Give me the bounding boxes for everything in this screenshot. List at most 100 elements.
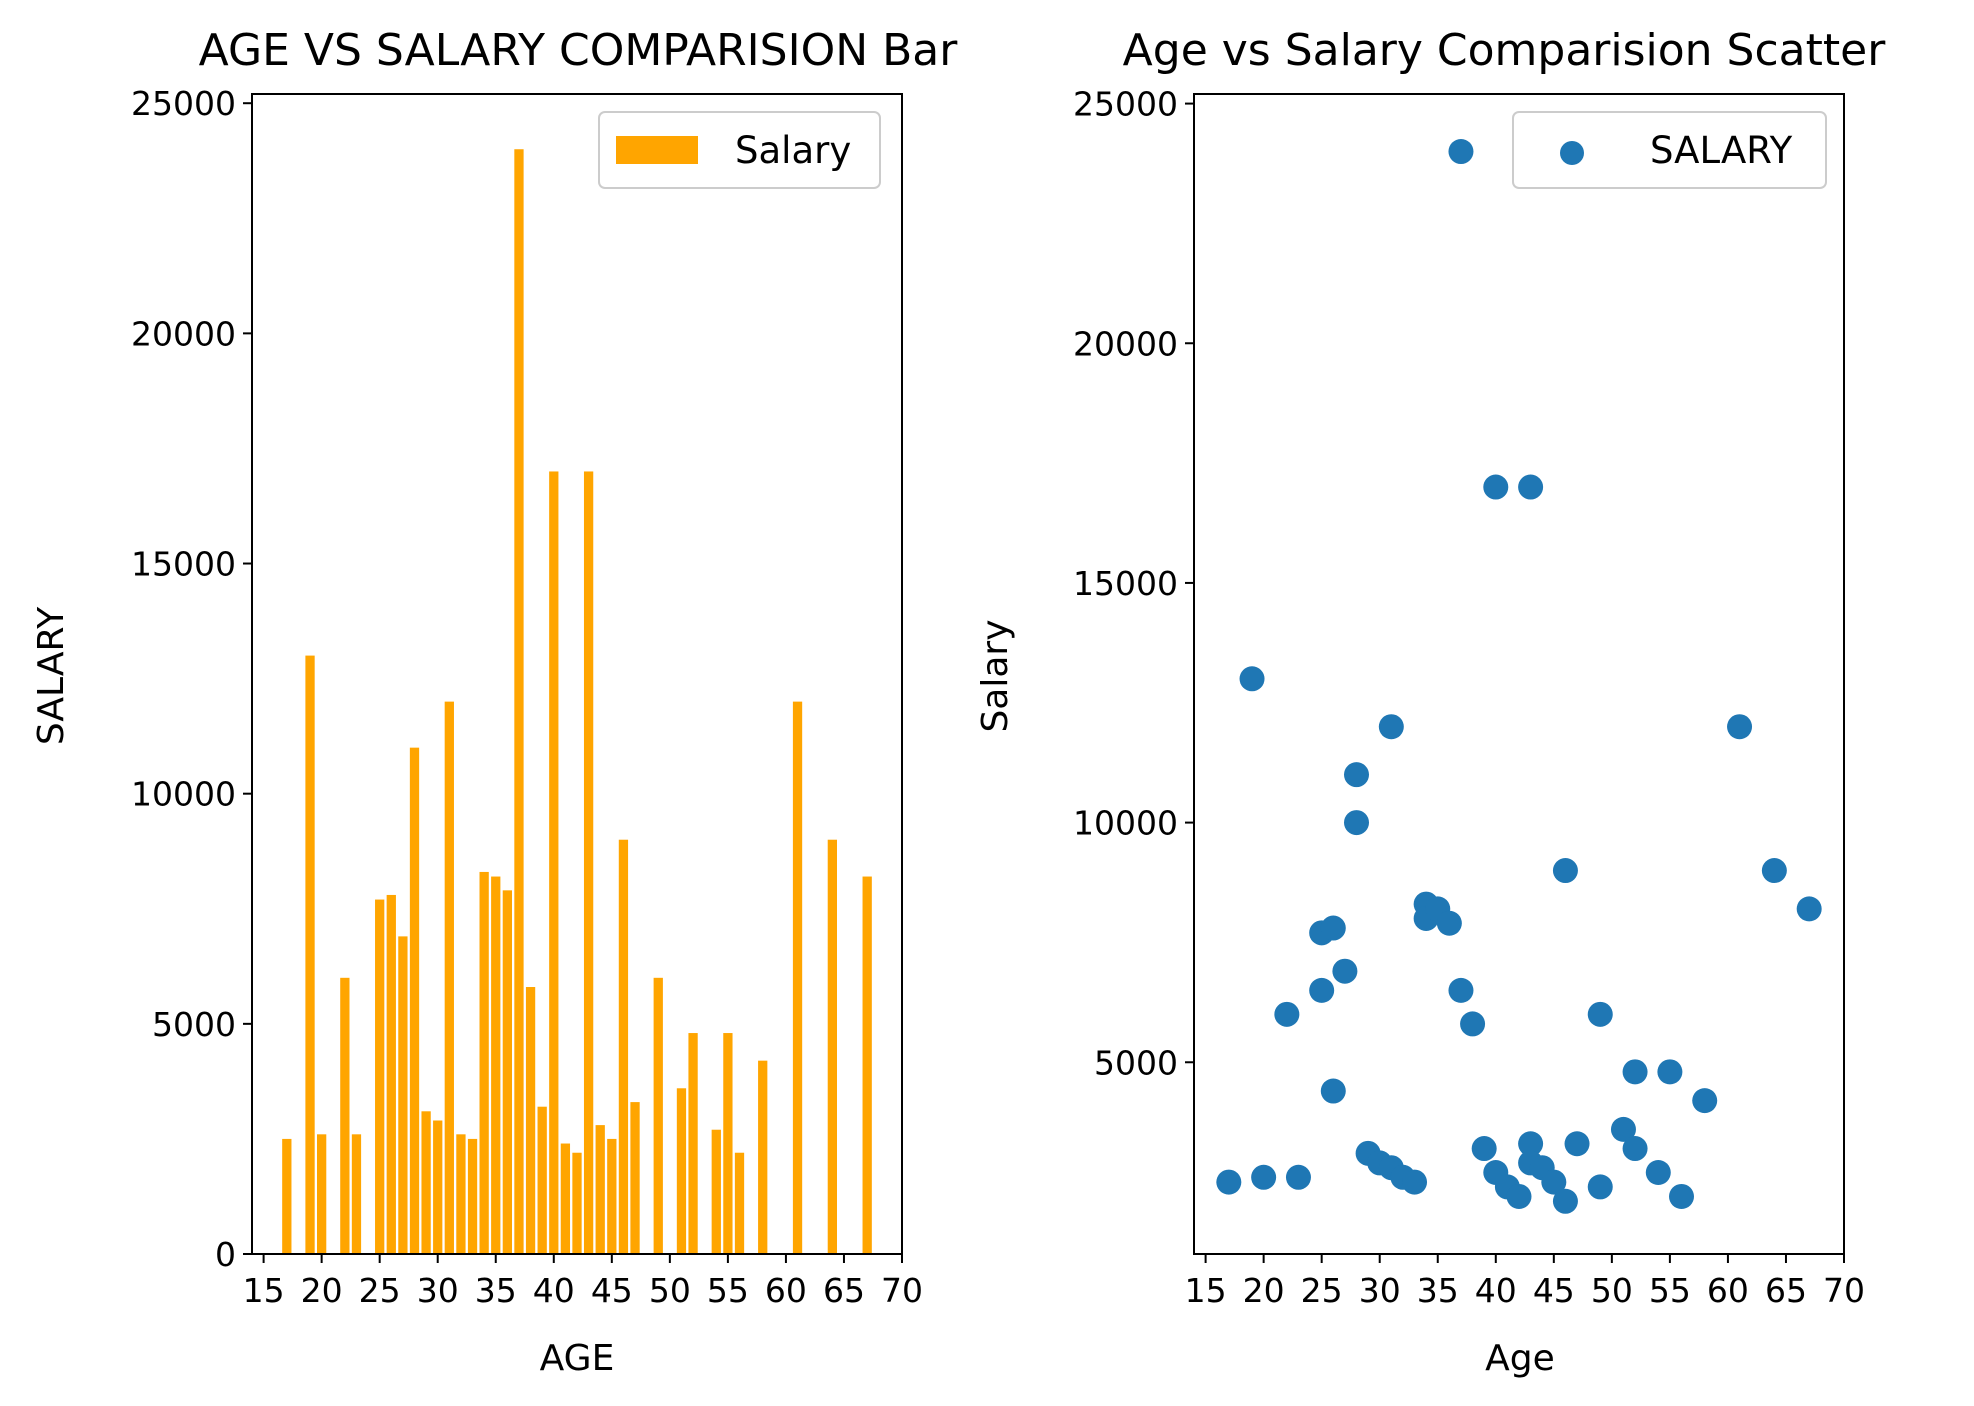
scatter-point bbox=[1448, 977, 1474, 1003]
bar bbox=[758, 1060, 768, 1254]
bar bbox=[502, 890, 512, 1254]
scatter-chart-title: Age vs Salary Comparision Scatter bbox=[1123, 25, 1887, 76]
bar-chart-panel: AGE VS SALARY COMPARISION Bar 15 20 25 30 35… bbox=[31, 25, 958, 1379]
bar-xtick-label: 35 bbox=[475, 1271, 517, 1310]
bar-ytick-label: 15000 bbox=[131, 545, 236, 584]
scatter-chart-legend: SALARY bbox=[1512, 111, 1827, 189]
bar bbox=[618, 839, 629, 1254]
bar-ytick-label: 0 bbox=[215, 1235, 236, 1274]
bar bbox=[688, 1033, 698, 1254]
scatter-xtick-label: 50 bbox=[1591, 1271, 1633, 1310]
scatter-xtick-label: 65 bbox=[1765, 1271, 1807, 1310]
bar bbox=[827, 839, 837, 1254]
bar bbox=[282, 1138, 292, 1254]
scatter-legend-box bbox=[1512, 111, 1827, 189]
bar bbox=[386, 894, 396, 1254]
scatter-point bbox=[1796, 896, 1822, 922]
scatter-legend-label: SALARY bbox=[1650, 129, 1793, 172]
bar-chart-ylabel: SALARY bbox=[31, 606, 72, 745]
bar bbox=[456, 1134, 466, 1254]
bar bbox=[479, 871, 489, 1254]
bar-xtick-label: 70 bbox=[881, 1271, 923, 1310]
scatter-point bbox=[1552, 858, 1578, 884]
bar-xtick-label: 50 bbox=[649, 1271, 691, 1310]
scatter-point bbox=[1309, 977, 1335, 1003]
bar bbox=[398, 936, 408, 1254]
scatter-chart-xlabel: Age bbox=[1485, 1338, 1555, 1379]
scatter-xtick-label: 45 bbox=[1533, 1271, 1575, 1310]
bar-ytick-label: 10000 bbox=[131, 775, 236, 814]
bar-legend-swatch bbox=[616, 136, 698, 164]
bar bbox=[514, 149, 524, 1255]
scatter-xtick-label: 70 bbox=[1823, 1271, 1865, 1310]
bar-chart-legend: Salary bbox=[598, 111, 881, 189]
scatter-point bbox=[1587, 1001, 1613, 1027]
scatter-point bbox=[1506, 1183, 1532, 1209]
bar-legend-label: Salary bbox=[735, 129, 851, 172]
bar-xtick-label: 30 bbox=[417, 1271, 459, 1310]
bar bbox=[351, 1134, 362, 1254]
bar bbox=[537, 1106, 547, 1254]
bar bbox=[421, 1111, 431, 1254]
bar-xtick-label: 40 bbox=[533, 1271, 575, 1310]
scatter-ytick-label: 5000 bbox=[1094, 1043, 1178, 1082]
bar-chart-ticks: 15 20 25 30 35 40 45 50 55 60 65 70 0 5000 10000 15000 2… bbox=[131, 84, 923, 1310]
bar bbox=[583, 471, 594, 1254]
scatter-point bbox=[1436, 910, 1462, 936]
bar bbox=[305, 655, 315, 1254]
scatter-chart-frame bbox=[1193, 93, 1845, 1255]
bar bbox=[676, 1088, 687, 1254]
scatter-xtick-label: 40 bbox=[1475, 1271, 1517, 1310]
bar-ytick-label: 25000 bbox=[131, 84, 236, 123]
scatter-point bbox=[1645, 1160, 1671, 1186]
scatter-point bbox=[1251, 1164, 1277, 1190]
scatter-point bbox=[1587, 1174, 1613, 1200]
bar bbox=[862, 876, 872, 1254]
scatter-xtick-label: 35 bbox=[1417, 1271, 1459, 1310]
scatter-point bbox=[1541, 1169, 1567, 1195]
scatter-xtick-label: 60 bbox=[1707, 1271, 1749, 1310]
bar bbox=[409, 747, 420, 1254]
bar-legend-box bbox=[598, 111, 881, 189]
bar bbox=[549, 471, 559, 1254]
scatter-point bbox=[1622, 1059, 1648, 1085]
scatter-point bbox=[1657, 1059, 1683, 1085]
bar bbox=[491, 876, 501, 1254]
bar bbox=[560, 1143, 571, 1254]
scatter-point bbox=[1552, 1188, 1578, 1214]
bar bbox=[653, 977, 663, 1254]
scatter-point bbox=[1332, 958, 1358, 984]
scatter-xtick-label: 20 bbox=[1243, 1271, 1285, 1310]
bar-xtick-label: 55 bbox=[707, 1271, 749, 1310]
scatter-xtick-label: 15 bbox=[1185, 1271, 1227, 1310]
bar bbox=[711, 1129, 721, 1254]
scatter-point bbox=[1471, 1136, 1497, 1162]
scatter-point bbox=[1692, 1088, 1718, 1114]
scatter-point bbox=[1483, 474, 1509, 500]
bar-chart-xlabel: AGE bbox=[540, 1338, 615, 1379]
scatter-chart-points bbox=[1216, 139, 1822, 1214]
bar bbox=[734, 1152, 745, 1254]
bar bbox=[723, 1033, 733, 1254]
scatter-ytick-label: 10000 bbox=[1073, 804, 1178, 843]
scatter-point bbox=[1344, 810, 1369, 836]
scatter-point bbox=[1274, 1001, 1300, 1027]
scatter-point bbox=[1378, 714, 1404, 740]
bar-xtick-label: 60 bbox=[765, 1271, 807, 1310]
scatter-point bbox=[1344, 762, 1369, 788]
scatter-point bbox=[1460, 1011, 1486, 1037]
bar-ytick-label: 5000 bbox=[152, 1005, 236, 1044]
scatter-point bbox=[1320, 1078, 1346, 1104]
bar bbox=[444, 701, 454, 1254]
scatter-xtick-label: 25 bbox=[1301, 1271, 1343, 1310]
bar bbox=[525, 987, 536, 1254]
bar-xtick-label: 65 bbox=[823, 1271, 865, 1310]
scatter-ytick-label: 20000 bbox=[1073, 324, 1178, 363]
scatter-chart-panel: Age vs Salary Comparision Scatter 15 20 25… bbox=[975, 25, 1886, 1379]
scatter-point bbox=[1669, 1183, 1694, 1209]
bar bbox=[375, 899, 385, 1254]
scatter-point bbox=[1564, 1131, 1590, 1157]
bar-chart-bars bbox=[282, 149, 872, 1255]
scatter-point bbox=[1320, 915, 1346, 941]
